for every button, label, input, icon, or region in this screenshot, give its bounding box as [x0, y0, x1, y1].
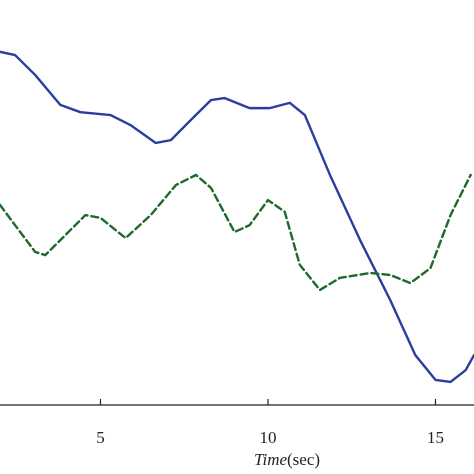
series-line — [0, 173, 472, 292]
x-axis-label: Time(sec) — [254, 450, 320, 469]
x-tick-label: 10 — [259, 428, 276, 447]
series-line — [0, 50, 474, 384]
x-label-unit: (sec) — [287, 450, 320, 469]
x-tick-label: 15 — [427, 428, 444, 447]
x-label-italic: Time — [254, 450, 288, 469]
x-tick-label: 5 — [96, 428, 105, 447]
